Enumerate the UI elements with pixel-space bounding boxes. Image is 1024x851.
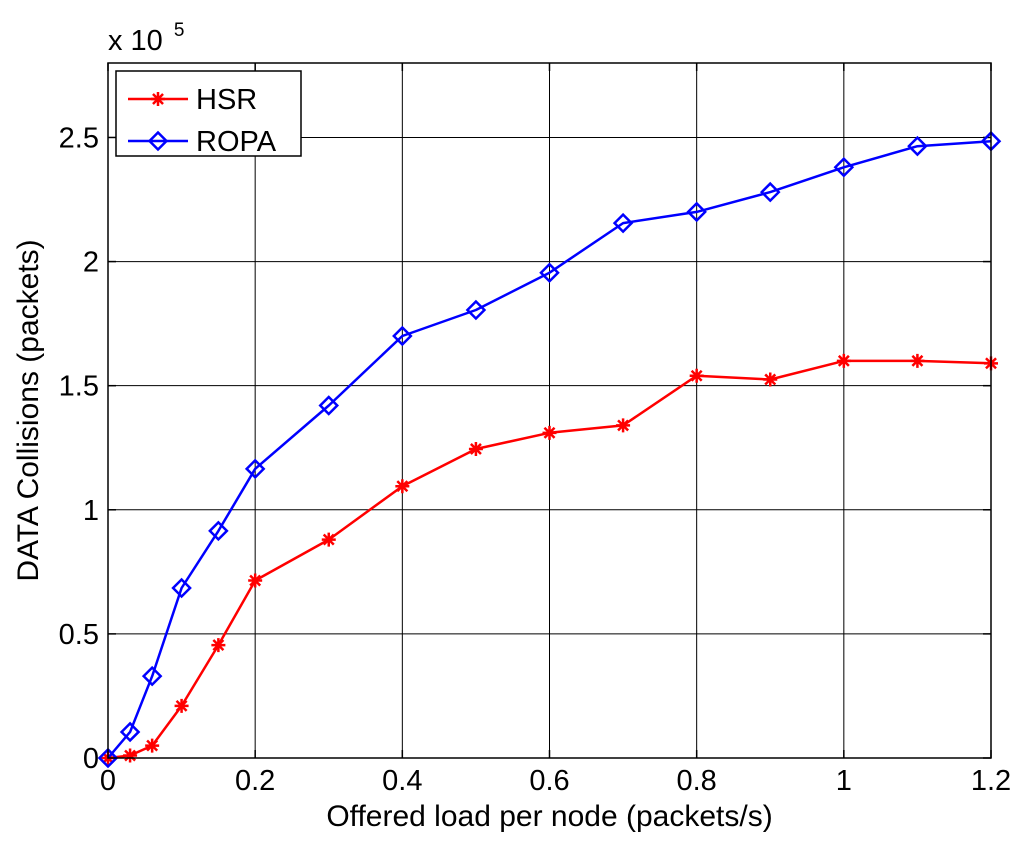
hsr-point [321,532,336,547]
ropa-point [318,395,340,416]
x-tick-label: 0 [100,765,116,797]
ropa-point [686,201,707,223]
hsr-point [174,698,189,713]
series-hsr [101,353,998,765]
ropa-line [107,139,992,759]
y-tick-label: 1 [83,495,99,527]
y-tick-labels: 0 0.5 1 1.5 2 2.5 [59,122,99,775]
ropa-point [539,262,560,284]
x-tick-label: 0.4 [382,765,422,797]
legend: HSR ROPA [115,70,302,158]
hsr-point [836,353,851,368]
hsr-point [248,573,263,588]
x-tick-label: 0.2 [235,765,275,797]
hsr-point [763,372,778,387]
y-tick-label: 0 [83,743,99,775]
plot-frame [107,62,992,759]
y-scale-factor: x 10 5 [108,20,184,57]
y-tick-label: 0.5 [59,619,99,651]
hsr-point [542,425,557,440]
hsr-point [123,748,138,763]
hsr-line [107,359,992,760]
hsr-point [211,638,226,653]
ropa-point [759,181,781,203]
y-tick-label: 1.5 [59,371,99,403]
legend-item-hsr: HSR [128,84,257,116]
hsr-point [468,441,483,456]
ropa-point [244,458,266,480]
legend-marker-hsr [151,92,165,106]
ropa-point [833,156,855,178]
ropa-point [208,520,229,542]
ropa-point [119,721,141,743]
legend-marker-ropa [147,130,169,152]
ropa-point [612,212,634,234]
x-axis-label: Offered load per node (packets/s) [326,800,772,833]
x-tick-label: 0.8 [677,765,717,797]
y-axis-label: DATA Collisions (packets) [12,239,45,581]
ropa-point [141,665,163,687]
legend-item-ropa: ROPA [128,126,277,158]
legend-label-hsr: HSR [196,84,257,116]
hsr-point [616,418,631,433]
hsr-point [145,738,160,753]
ropa-point [97,747,119,769]
y-tick-label: 2 [83,247,99,279]
x-tick-label: 1 [836,765,852,797]
x-tick-labels: 0 0.2 0.4 0.6 0.8 1 1.2 [100,765,1011,797]
x-tick-label: 0.6 [529,765,569,797]
ropa-point [465,299,487,321]
legend-label-ropa: ROPA [196,126,277,158]
y-tick-label: 2.5 [59,122,99,154]
x-tick-label: 1.2 [971,765,1011,797]
series-ropa [97,130,1002,769]
hsr-point [395,479,410,494]
ropa-point [907,135,928,157]
y-scale-base: x 10 [108,25,163,57]
ropa-point [392,325,413,347]
y-scale-exponent: 5 [174,20,185,41]
series-layer [97,130,1002,769]
hsr-point [689,368,704,383]
hsr-point [910,353,925,368]
ropa-point [171,577,192,599]
